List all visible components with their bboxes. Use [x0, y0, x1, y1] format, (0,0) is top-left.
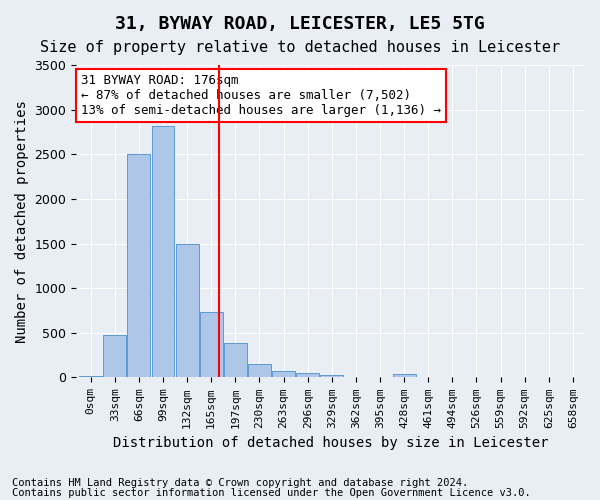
Text: Contains HM Land Registry data © Crown copyright and database right 2024.: Contains HM Land Registry data © Crown c…	[12, 478, 468, 488]
Bar	[152, 126, 175, 378]
Bar	[127, 154, 151, 378]
X-axis label: Distribution of detached houses by size in Leicester: Distribution of detached houses by size …	[113, 436, 548, 450]
Bar	[272, 371, 295, 378]
Text: Size of property relative to detached houses in Leicester: Size of property relative to detached ho…	[40, 40, 560, 55]
Bar	[248, 364, 271, 378]
Bar	[79, 376, 102, 378]
Text: Contains public sector information licensed under the Open Government Licence v3: Contains public sector information licen…	[12, 488, 531, 498]
Text: 31 BYWAY ROAD: 176sqm
← 87% of detached houses are smaller (7,502)
13% of semi-d: 31 BYWAY ROAD: 176sqm ← 87% of detached …	[81, 74, 441, 118]
Text: 31, BYWAY ROAD, LEICESTER, LE5 5TG: 31, BYWAY ROAD, LEICESTER, LE5 5TG	[115, 15, 485, 33]
Bar	[176, 244, 199, 378]
Bar	[296, 374, 319, 378]
Bar	[320, 375, 343, 378]
Bar	[224, 342, 247, 378]
Bar	[103, 336, 126, 378]
Bar	[392, 374, 416, 378]
Bar	[200, 312, 223, 378]
Y-axis label: Number of detached properties: Number of detached properties	[15, 100, 29, 342]
